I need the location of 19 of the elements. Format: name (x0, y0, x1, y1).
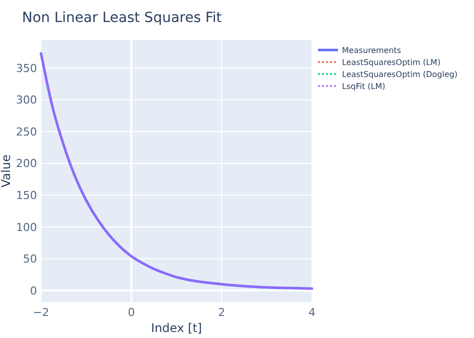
y-tick-label: 350 (16, 62, 37, 75)
y-tick-label: 0 (30, 284, 37, 298)
y-tick-label: 200 (16, 157, 37, 170)
chart-title: Non Linear Least Squares Fit (22, 10, 222, 26)
x-tick-label: −2 (32, 306, 50, 319)
legend-label: Measurements (342, 46, 402, 55)
x-axis-title: Index [t] (151, 321, 202, 335)
y-tick-label: 100 (16, 220, 37, 234)
y-tick-label: 250 (16, 125, 37, 138)
y-tick-label: 150 (16, 189, 37, 202)
x-tick-label: 4 (308, 306, 316, 319)
legend-label: LsqFit (LM) (342, 82, 386, 91)
legend-label: LeastSquaresOptim (Dogleg) (342, 70, 458, 79)
y-tick-label: 50 (23, 252, 37, 266)
x-tick-label: 0 (128, 306, 135, 319)
y-axis-title: Value (0, 154, 13, 188)
y-tick-label: 300 (16, 94, 37, 107)
x-tick-label: 2 (218, 306, 226, 319)
legend-label: LeastSquaresOptim (LM) (342, 58, 440, 67)
